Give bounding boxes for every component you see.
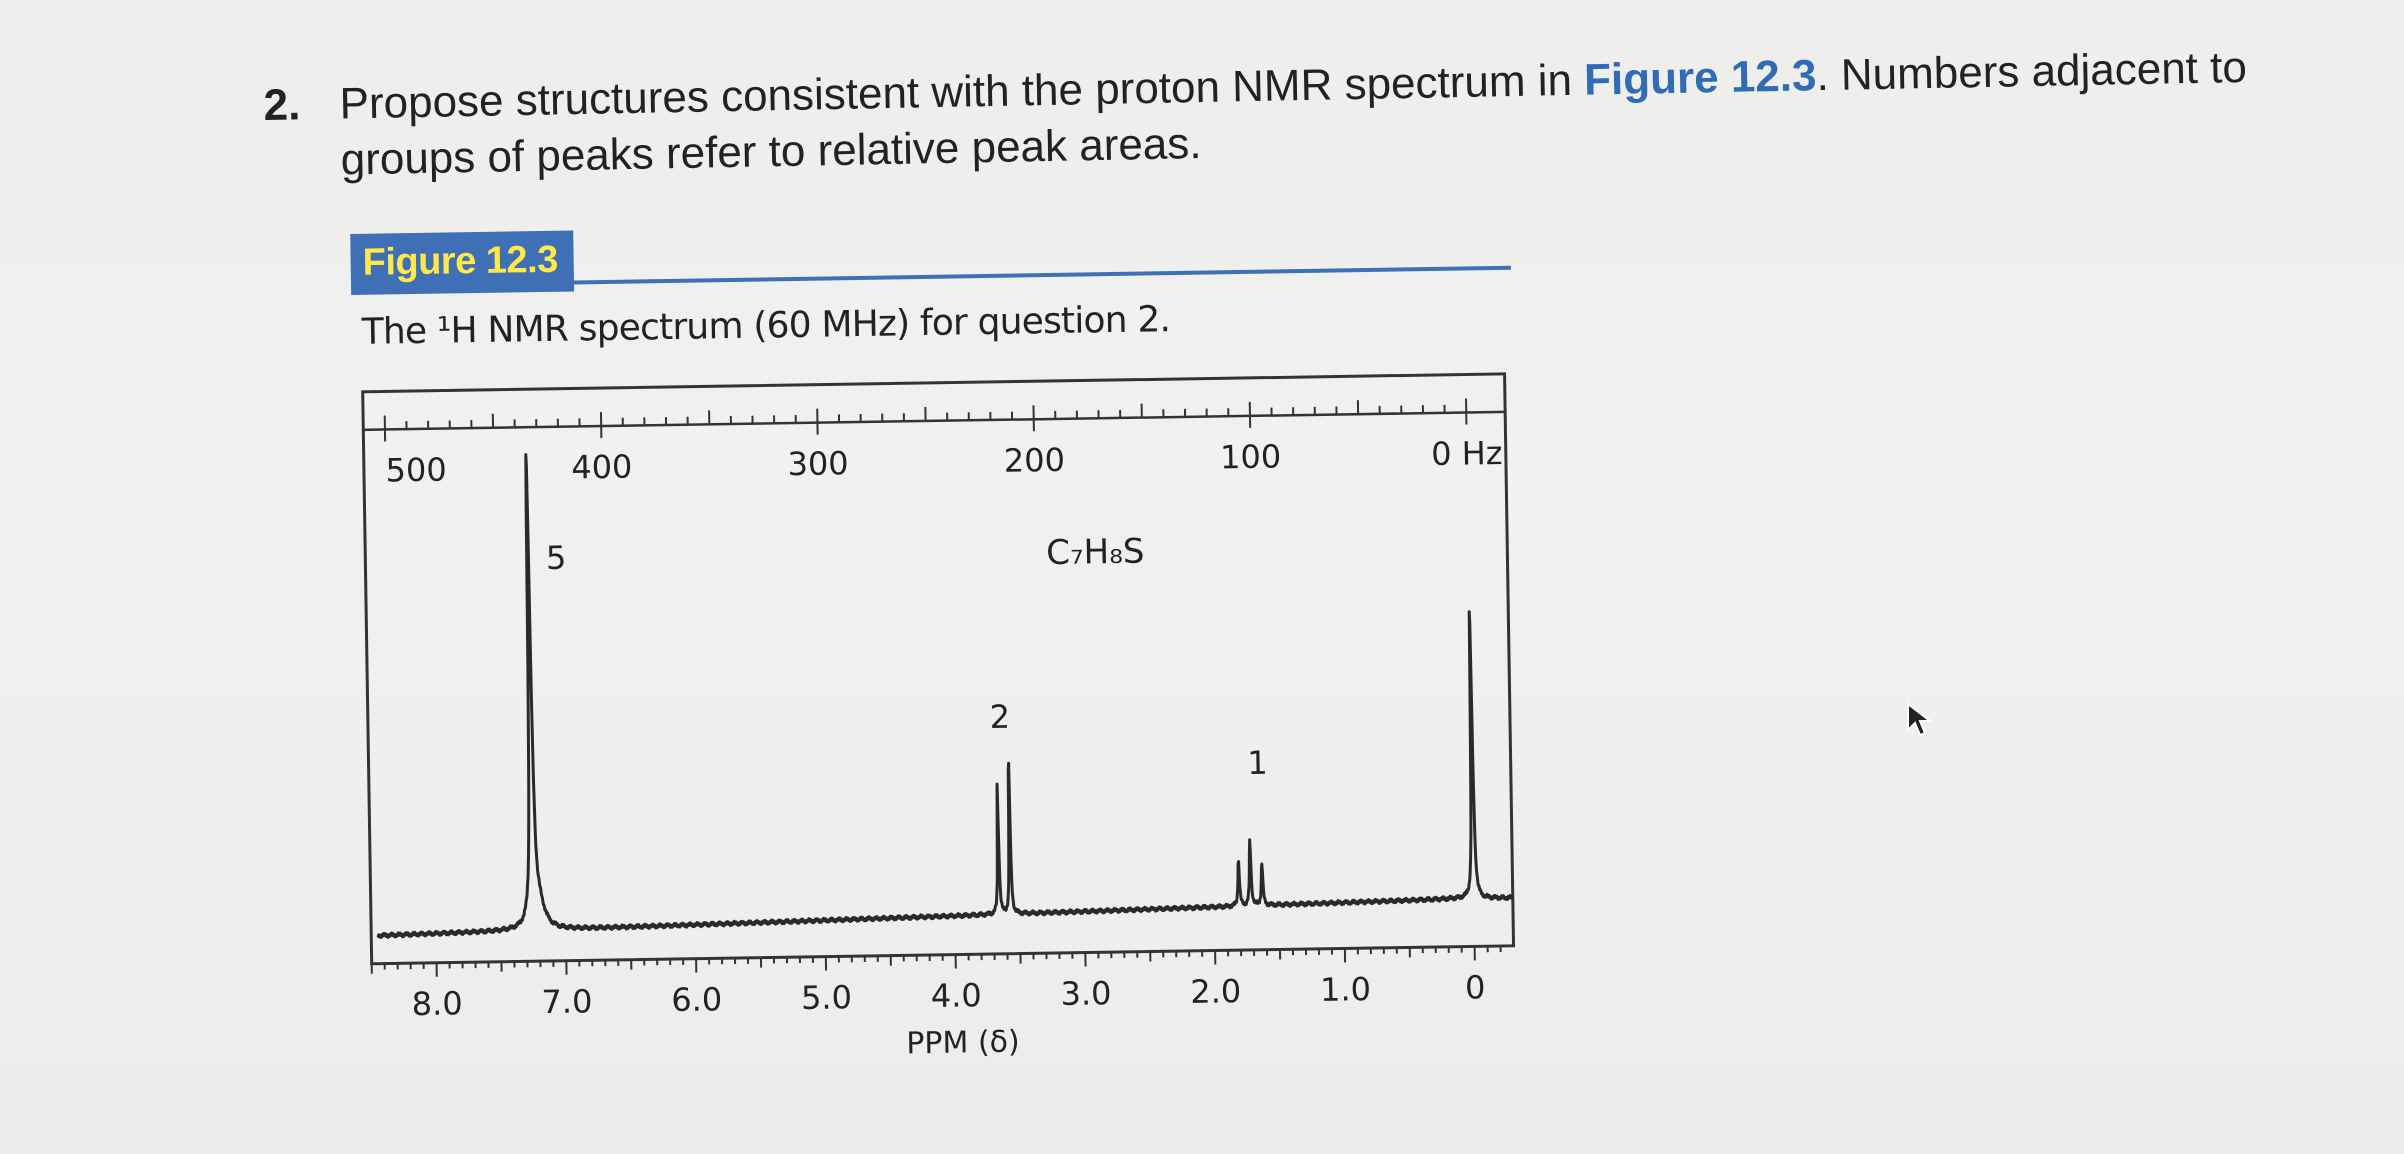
hz-tick-label: 300 (787, 444, 849, 483)
question-block: 2. Propose structures consistent with th… (262, 0, 2312, 185)
ppm-tick-label: 0 (1465, 968, 1486, 1006)
hz-tick-label: 500 (385, 451, 447, 490)
ppm-tick-label: 8.0 (411, 984, 462, 1023)
x-axis-label: PPM (δ) (906, 1025, 1020, 1062)
hz-axis-line (363, 410, 1506, 432)
hz-tick-label: 200 (1004, 441, 1066, 480)
mouse-pointer-icon (1907, 702, 1933, 737)
hz-tick-label: 100 (1220, 437, 1282, 476)
integration-label: 5 (546, 539, 567, 577)
hz-tick-label: 400 (571, 448, 633, 487)
hz-axis: 500 400 300 200 100 0 Hz (362, 398, 1506, 490)
ppm-axis: 8.0 7.0 6.0 5.0 4.0 3.0 2.0 1.0 0 (370, 946, 1502, 1023)
spectrum-trace (376, 453, 1514, 939)
figure-reference-link[interactable]: Figure 12.3 (1583, 51, 1817, 105)
question-text-before: Propose structures consistent with the p… (339, 55, 1585, 129)
ppm-tick-label: 5.0 (801, 978, 852, 1017)
ppm-tick-label: 1.0 (1320, 970, 1371, 1009)
figure-container: Figure 12.3 The ¹H NMR spectrum (60 MHz)… (350, 202, 1533, 1080)
molecular-formula: C₇H₈S (1046, 532, 1145, 574)
ppm-tick-label: 2.0 (1190, 972, 1241, 1011)
ppm-tick-label: 7.0 (541, 982, 592, 1021)
question-number: 2. (263, 80, 301, 130)
integration-label: 1 (1247, 744, 1268, 782)
ppm-tick-label: 3.0 (1060, 974, 1111, 1013)
ppm-tick-label: 4.0 (930, 976, 981, 1015)
chart-frame (361, 372, 1516, 966)
ppm-tick-label: 6.0 (671, 980, 722, 1019)
integration-labels: 5 2 1 (546, 539, 1268, 782)
integration-label: 2 (989, 698, 1010, 736)
hz-tick-label: 0 Hz (1431, 434, 1503, 473)
question-text: Propose structures consistent with the p… (339, 39, 2321, 189)
nmr-spectrum-chart: 500 400 300 200 100 0 Hz 8.0 7.0 6.0 5.0 4.0 3.0 2.… (361, 372, 1516, 1062)
